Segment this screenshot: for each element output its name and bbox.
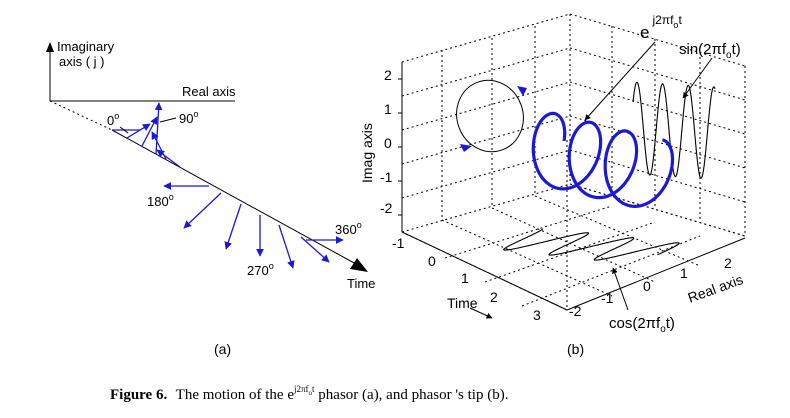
angle-label-360: 360o (335, 220, 362, 237)
cos-label: cos(2πfot) (609, 315, 675, 335)
imag-tick-0: 0 (384, 135, 392, 151)
time-label: Time (347, 276, 375, 291)
imag-tick-2: 2 (384, 67, 392, 83)
phasor-330deg (300, 236, 330, 263)
phasor-label: ej2πfot (640, 13, 682, 42)
ticks-b (398, 78, 402, 216)
sin-label-arrow (682, 57, 713, 99)
panel-a: Imaginary axis ( j ) Real axis Time (46, 39, 375, 357)
phasor-300deg (278, 224, 295, 269)
time-axis-dashed (49, 100, 113, 131)
real-tick-2: 2 (724, 255, 732, 271)
phasor-label-arrow (584, 41, 656, 121)
panel-a-caption: (a) (214, 341, 231, 357)
real-tick-0: 0 (643, 278, 651, 294)
imag-axis-label-1: Imaginary (57, 39, 115, 54)
helix-phasor-tip (531, 111, 675, 208)
cosine-projection (503, 228, 680, 261)
angle-label-90: 90o (179, 109, 198, 126)
angle-label-270: 270o (247, 261, 274, 278)
real-axis-label: Real axis (686, 271, 746, 306)
circle-arrow-bottom (460, 144, 472, 152)
imag-axis-label: Imag axis (359, 123, 375, 183)
cos-label-arrow (611, 267, 629, 311)
phasors-a (112, 102, 344, 269)
time-axis-arrowhead (350, 258, 368, 272)
phasor-30deg (126, 123, 151, 139)
time-tick-2: 2 (490, 289, 498, 305)
real-axis-label: Real axis (182, 84, 236, 99)
angle-label-0: 0o (107, 111, 119, 128)
time-axis-b (401, 231, 568, 311)
imag-tick-neg1: -1 (380, 169, 393, 185)
imag-axis-arrowhead (46, 42, 54, 52)
angle-label-180: 180o (147, 192, 174, 209)
time-tick-0: 0 (428, 253, 436, 269)
time-axis-line (111, 129, 357, 265)
time-tick-neg1: -1 (392, 235, 405, 251)
panel-b-caption: (b) (567, 341, 584, 357)
real-tick-neg1: -1 (601, 290, 614, 306)
phasor-60deg (141, 116, 158, 147)
grid-3d (401, 13, 746, 311)
real-axis-b (566, 237, 746, 311)
figure-caption: Figure 6. The motion of the ej2πfot phas… (110, 384, 508, 403)
panel-b: 2 1 0 -1 -2 Imag axis -1 0 1 2 3 Time -2… (359, 13, 746, 357)
real-tick-1: 1 (680, 265, 688, 281)
time-axis-label: Time (447, 295, 478, 311)
time-tick-3: 3 (533, 307, 541, 323)
phasor-90deg (154, 102, 163, 155)
leader-0deg (119, 126, 129, 134)
sin-label: sin(2πfot) (679, 41, 741, 61)
sine-projection (632, 81, 716, 179)
circle-arrow-top (517, 86, 527, 96)
time-tick-1: 1 (461, 270, 469, 286)
phasor-210deg (183, 192, 222, 229)
imag-axis-label-2: axis ( j ) (59, 54, 105, 69)
imag-tick-1: 1 (384, 101, 392, 117)
phasor-150deg (156, 149, 181, 168)
phasor-240deg (224, 203, 242, 250)
projected-circle (456, 79, 524, 153)
time-label-arrow (469, 307, 493, 319)
real-tick-neg2: -2 (569, 303, 582, 319)
leader-90deg (159, 117, 177, 123)
imag-tick-neg2: -2 (380, 200, 393, 216)
